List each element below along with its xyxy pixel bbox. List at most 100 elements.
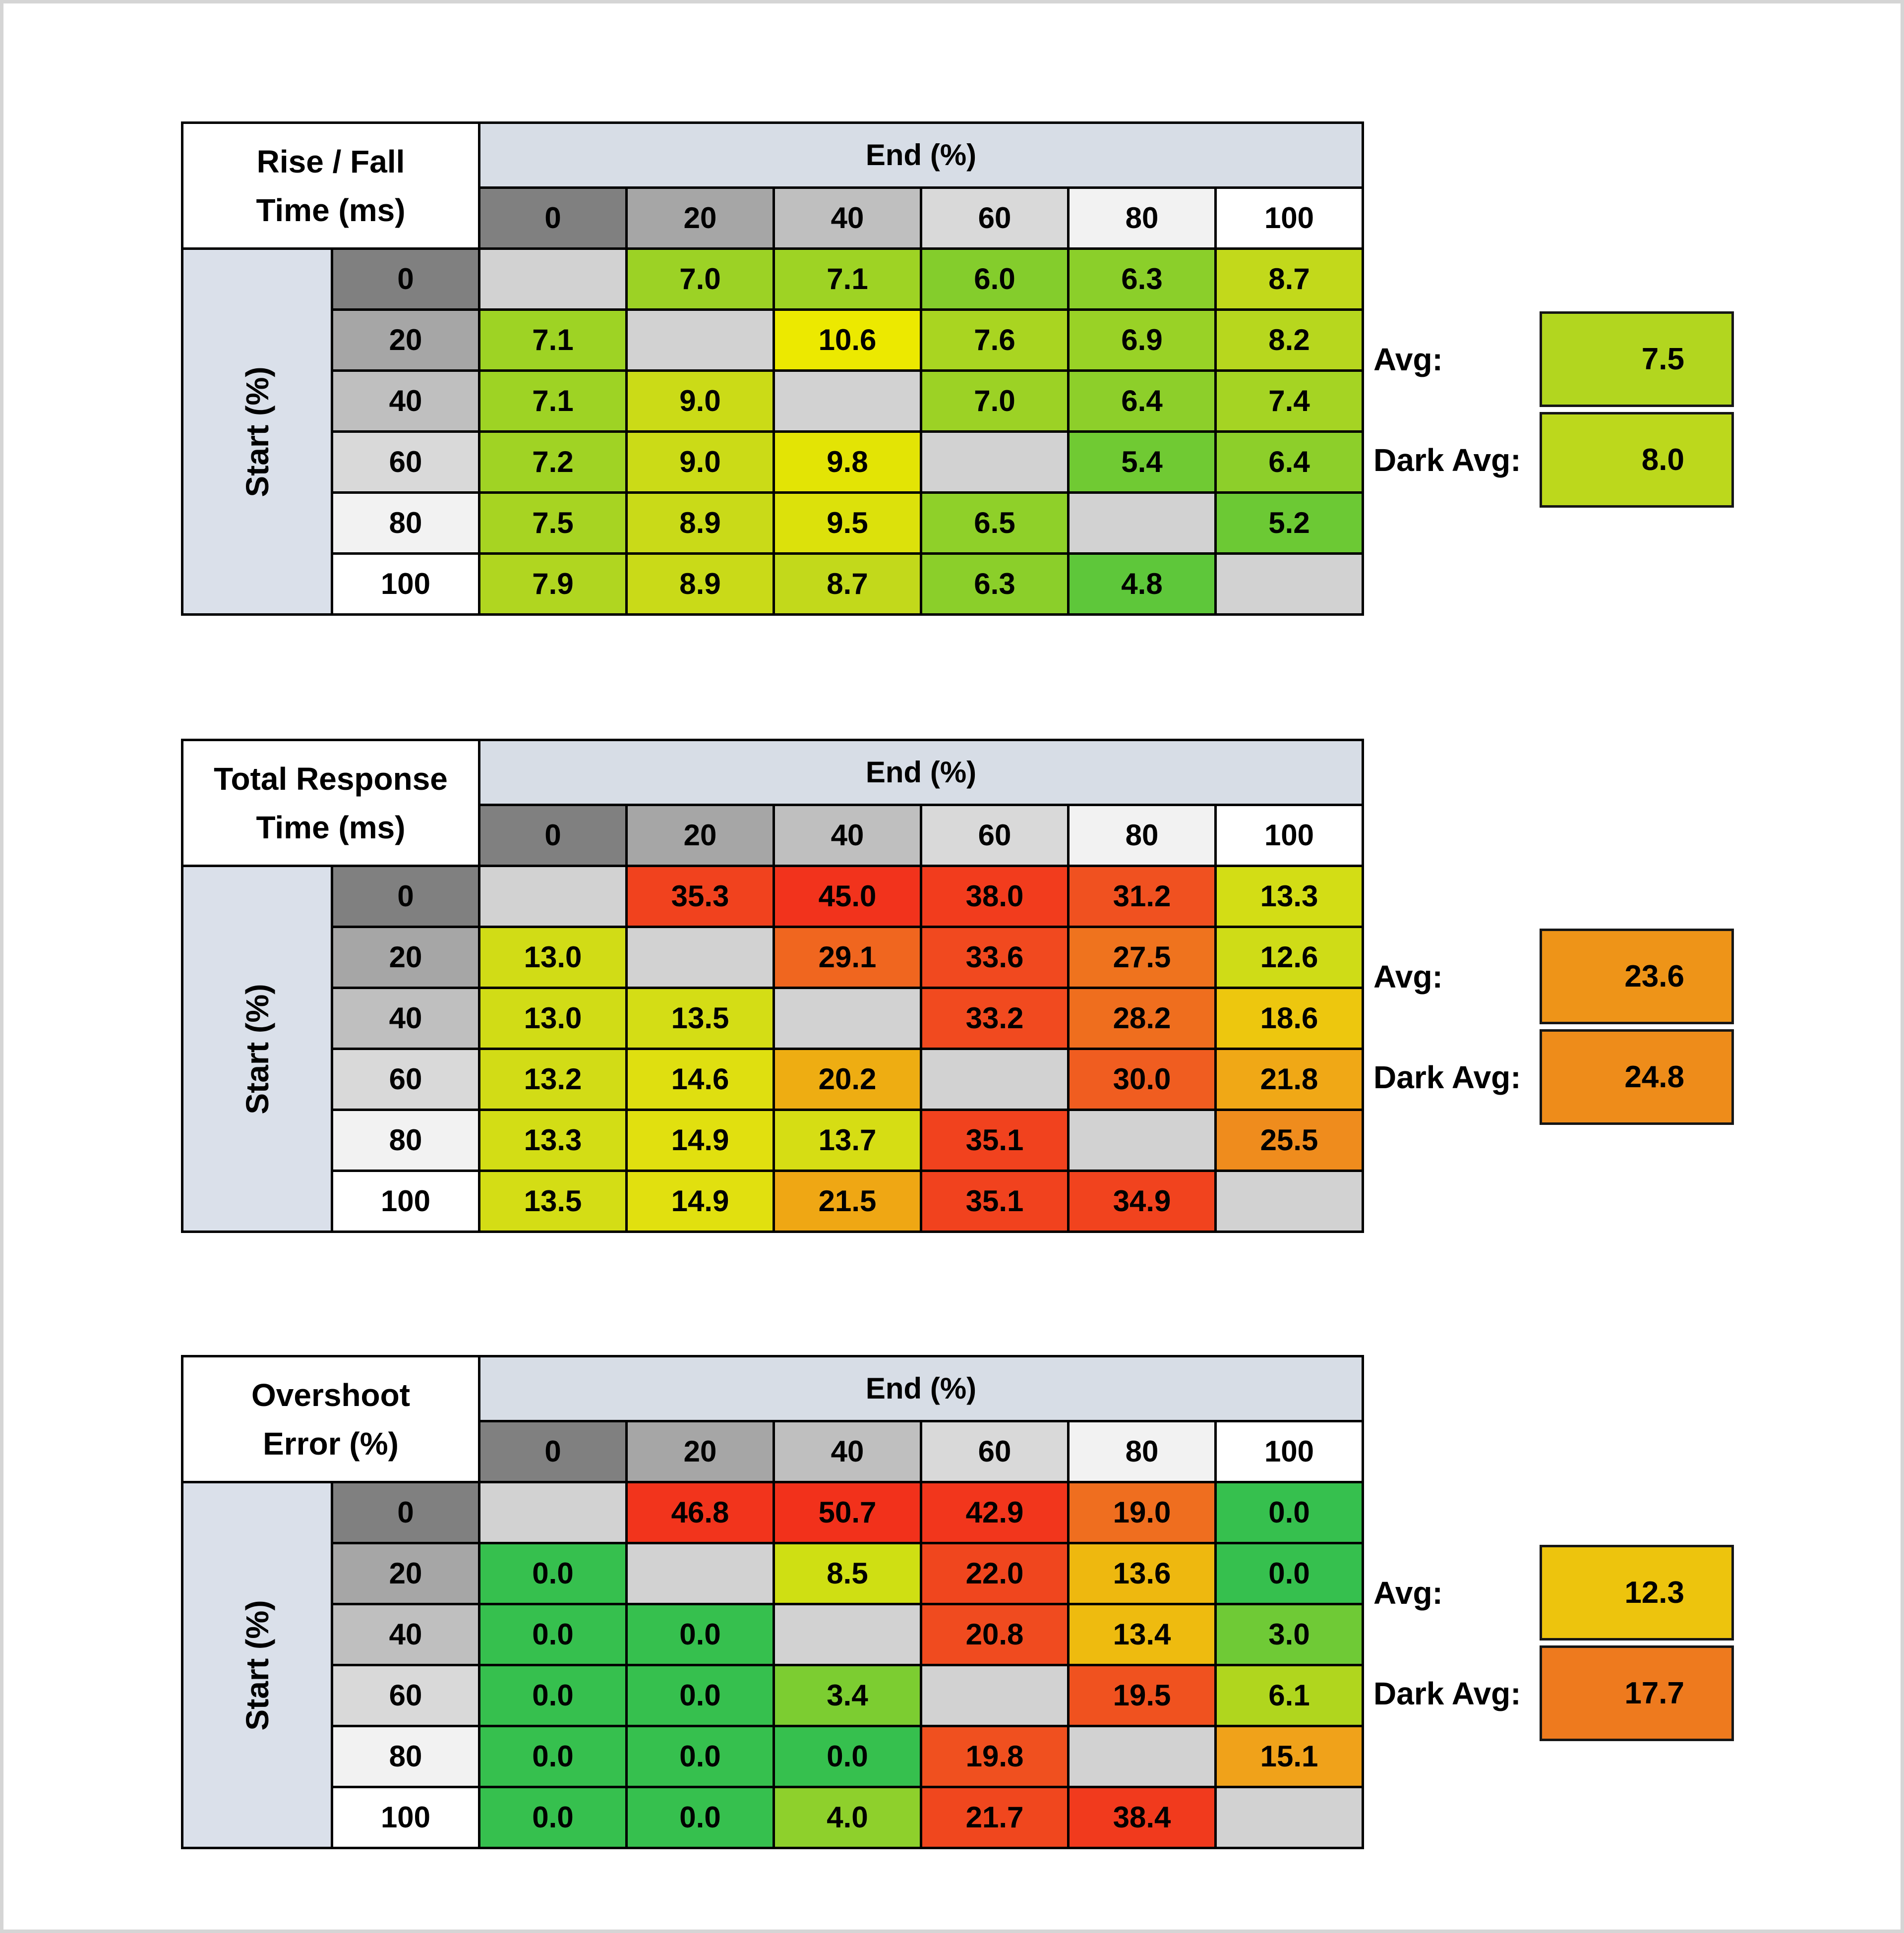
table-title-line2: Time (ms) (256, 192, 406, 228)
blank-cell (625, 308, 775, 372)
rise-fall-averages: Avg: 7.5 Dark Avg: 8.0 (1373, 309, 1734, 510)
data-cell: 6.4 (1067, 369, 1217, 433)
data-cell: 15.1 (1214, 1725, 1364, 1788)
data-cell: 33.2 (920, 987, 1070, 1050)
data-cell: 10.6 (773, 308, 922, 372)
avg-value-box: 7.5 (1540, 311, 1734, 407)
table-title-line1: Rise / Fall (256, 143, 405, 179)
col-header-cell: 60 (920, 186, 1070, 250)
data-cell: 13.5 (625, 987, 775, 1050)
data-cell: 35.3 (625, 865, 775, 928)
data-cell: 13.0 (478, 987, 628, 1050)
data-cell: 20.8 (920, 1603, 1070, 1666)
data-cell: 8.2 (1214, 308, 1364, 372)
data-cell: 6.3 (920, 552, 1070, 616)
data-cell: 19.8 (920, 1725, 1070, 1788)
dark-avg-label: Dark Avg: (1373, 1059, 1521, 1095)
heatmap-table: Total Response Time (ms) End (%) 0 20 40 60 80 1… (181, 739, 1364, 1233)
overshoot-averages: Avg: 12.3 Dark Avg: 17.7 (1373, 1542, 1734, 1744)
data-cell: 0.0 (625, 1664, 775, 1727)
data-cell: 0.0 (773, 1725, 922, 1788)
data-cell: 45.0 (773, 865, 922, 928)
data-cell: 20.2 (773, 1048, 922, 1111)
dark-avg-value-box: 17.7 (1540, 1645, 1734, 1741)
data-cell: 0.0 (625, 1725, 775, 1788)
blank-cell (478, 247, 628, 311)
col-header-cell: 0 (478, 804, 628, 867)
col-header-cell: 100 (1214, 804, 1364, 867)
data-cell: 14.9 (625, 1170, 775, 1233)
row-header-cell: 40 (331, 987, 480, 1050)
data-cell: 7.1 (478, 308, 628, 372)
data-cell: 7.0 (920, 369, 1070, 433)
data-cell: 34.9 (1067, 1170, 1217, 1233)
table-title-line2: Time (ms) (256, 809, 406, 845)
row-header-cell: 80 (331, 1109, 480, 1172)
data-cell: 8.9 (625, 491, 775, 555)
data-cell: 7.2 (478, 430, 628, 494)
row-header-cell: 20 (331, 1542, 480, 1605)
data-cell: 13.6 (1067, 1542, 1217, 1605)
data-cell: 7.1 (478, 369, 628, 433)
col-header-cell: 80 (1067, 186, 1217, 250)
dark-avg-value-box: 24.8 (1540, 1029, 1734, 1125)
data-cell: 7.4 (1214, 369, 1364, 433)
data-cell: 9.5 (773, 491, 922, 555)
start-percent-label: Start (%) (239, 366, 275, 497)
blank-cell (773, 987, 922, 1050)
data-cell: 50.7 (773, 1481, 922, 1544)
data-cell: 0.0 (625, 1603, 775, 1666)
data-cell: 27.5 (1067, 926, 1217, 989)
data-cell: 3.0 (1214, 1603, 1364, 1666)
row-header-cell: 40 (331, 1603, 480, 1666)
col-header-cell: 20 (625, 186, 775, 250)
col-header-cell: 20 (625, 804, 775, 867)
col-header-cell: 40 (773, 1420, 922, 1483)
data-cell: 0.0 (478, 1786, 628, 1849)
data-cell: 29.1 (773, 926, 922, 989)
data-cell: 21.8 (1214, 1048, 1364, 1111)
data-cell: 28.2 (1067, 987, 1217, 1050)
row-header-cell: 60 (331, 430, 480, 494)
blank-cell (1214, 1170, 1364, 1233)
data-cell: 8.7 (1214, 247, 1364, 311)
row-header-cell: 80 (331, 491, 480, 555)
row-header-cell: 100 (331, 1786, 480, 1849)
total-response-averages: Avg: 23.6 Dark Avg: 24.8 (1373, 926, 1734, 1127)
data-cell: 0.0 (1214, 1481, 1364, 1544)
data-cell: 19.5 (1067, 1664, 1217, 1727)
dark-avg-label: Dark Avg: (1373, 442, 1521, 478)
overshoot-section: Overshoot Error (%) End (%) 0 20 40 60 80 100 Sta… (181, 1355, 1734, 1849)
data-cell: 33.6 (920, 926, 1070, 989)
heatmap-table: Overshoot Error (%) End (%) 0 20 40 60 80 100 Sta… (181, 1355, 1364, 1849)
rise-fall-section: Rise / Fall Time (ms) End (%) 0 20 40 60 80 100 S… (181, 121, 1734, 616)
col-header-cell: 60 (920, 1420, 1070, 1483)
col-header-cell: 0 (478, 1420, 628, 1483)
blank-cell (920, 1664, 1070, 1727)
data-cell: 13.4 (1067, 1603, 1217, 1666)
row-header-cell: 60 (331, 1048, 480, 1111)
data-cell: 46.8 (625, 1481, 775, 1544)
data-cell: 13.0 (478, 926, 628, 989)
row-header-cell: 0 (331, 865, 480, 928)
table-title-line1: Overshoot (251, 1377, 411, 1413)
data-cell: 9.8 (773, 430, 922, 494)
dark-avg-value-box: 8.0 (1540, 412, 1734, 508)
col-header-cell: 100 (1214, 186, 1364, 250)
col-header-cell: 100 (1214, 1420, 1364, 1483)
col-header-cell: 80 (1067, 804, 1217, 867)
row-header-cell: 100 (331, 552, 480, 616)
data-cell: 6.3 (1067, 247, 1217, 311)
data-cell: 8.7 (773, 552, 922, 616)
heatmap-table: Rise / Fall Time (ms) End (%) 0 20 40 60 80 100 S… (181, 121, 1364, 616)
data-cell: 13.3 (1214, 865, 1364, 928)
data-cell: 21.5 (773, 1170, 922, 1233)
data-cell: 13.2 (478, 1048, 628, 1111)
data-cell: 14.6 (625, 1048, 775, 1111)
data-cell: 18.6 (1214, 987, 1364, 1050)
blank-cell (920, 430, 1070, 494)
data-cell: 3.4 (773, 1664, 922, 1727)
data-cell: 31.2 (1067, 865, 1217, 928)
blank-cell (625, 926, 775, 989)
